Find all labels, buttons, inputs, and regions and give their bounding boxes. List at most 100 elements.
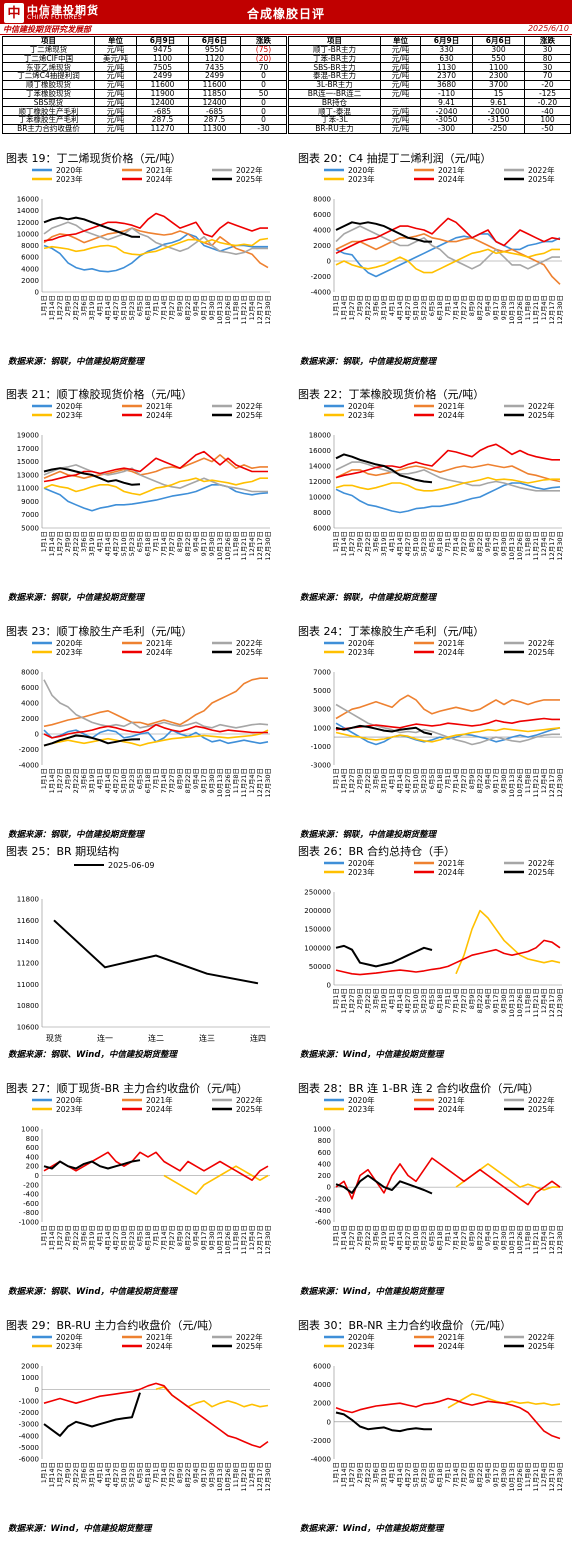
x-tick-label: 12月30日 xyxy=(264,1462,272,1492)
x-tick-label: 9月17日 xyxy=(492,1225,500,1250)
y-tick-label: 250000 xyxy=(304,889,331,897)
table-cell: 70 xyxy=(524,71,571,81)
x-tick-label: 8月22日 xyxy=(184,1225,192,1250)
x-tick-label: 8月22日 xyxy=(476,1462,484,1487)
x-tick-label: 6月5日 xyxy=(136,768,144,789)
series-line-2023 xyxy=(335,248,560,274)
chart-source: 数据来源：Wind，中信建投期货整理 xyxy=(300,1524,444,1534)
x-tick-label: 8月9日 xyxy=(468,1225,476,1246)
table-cell: 元/吨 xyxy=(94,79,137,90)
legend-label: 2021年 xyxy=(438,1095,465,1105)
x-tick-label: 2月9日 xyxy=(64,1225,72,1246)
legend-label: 2024年 xyxy=(146,174,173,184)
series-line-2025 xyxy=(335,1174,433,1195)
y-tick-label: 400 xyxy=(26,1153,39,1161)
legend-label: 2020年 xyxy=(56,1095,83,1105)
x-tick-label: 4月14日 xyxy=(104,1462,112,1487)
table-cell: 元/吨 xyxy=(94,123,137,134)
series-line-2020 xyxy=(335,482,561,514)
x-tick-label: 8月22日 xyxy=(476,1225,484,1250)
x-tick-label: 5月23日 xyxy=(420,295,428,320)
x-tick-label: 9月17日 xyxy=(492,531,500,556)
x-tick-label: 6月18日 xyxy=(436,1225,444,1250)
y-tick-label: 0 xyxy=(35,731,39,739)
x-tick-label: 9月17日 xyxy=(200,1225,208,1250)
y-tick-label: 4000 xyxy=(21,700,39,708)
x-tick-label: 7月14日 xyxy=(160,1462,168,1487)
x-tick-label: 2月9日 xyxy=(356,1462,364,1483)
series-line-2024 xyxy=(335,939,561,976)
line-chart: 2025-06-09 10600 10800 11000 11200 11400 11600… xyxy=(17,861,270,1043)
x-tick-label: 11月21日 xyxy=(532,988,540,1018)
x-tick-label: 12月30日 xyxy=(556,295,564,325)
y-tick-label: 0 xyxy=(35,1172,39,1180)
line-chart: 2020年 2021年 2022年 2023年 2024年 2025年 -4000 -2000… xyxy=(19,638,272,798)
x-tick-label: 12月30日 xyxy=(556,768,564,798)
x-tick-label: 3月6日 xyxy=(80,1225,88,1246)
table-cell: 11850 xyxy=(188,88,241,99)
x-tick-label: 10月13日 xyxy=(508,295,516,325)
y-tick-label: -5000 xyxy=(19,1444,39,1452)
legend-label: 2023年 xyxy=(348,1104,375,1114)
table-cell: 元/吨 xyxy=(94,106,137,117)
chart-source: 数据来源：钢联、Wind，中信建投期货整理 xyxy=(8,1287,177,1297)
y-tick-label: 7000 xyxy=(21,511,39,519)
table-header-cell: 项目 xyxy=(288,36,381,46)
series-line xyxy=(53,919,259,985)
chart-caption: 图表 29：BR-RU 主力合约收盘价（元/吨） xyxy=(6,1319,220,1332)
table-cell: 2499 xyxy=(188,71,241,81)
x-tick-label: 2月9日 xyxy=(64,1462,72,1483)
y-tick-label: -200 xyxy=(315,1195,331,1203)
legend-label: 2025年 xyxy=(236,174,263,184)
x-tick-label: 7月1日 xyxy=(444,1225,452,1246)
x-tick-label: 8月22日 xyxy=(184,531,192,556)
x-tick-label: 12月4日 xyxy=(540,531,548,556)
y-tick-label: -400 xyxy=(23,1191,39,1199)
x-tick-label: 4月1日 xyxy=(388,768,396,789)
x-tick-label: 7月27日 xyxy=(168,768,176,793)
x-tick-label: 6月18日 xyxy=(144,531,152,556)
x-tick-label: 12月17日 xyxy=(256,531,264,561)
series-line-2023 xyxy=(447,1393,561,1409)
x-tick-label: 9月17日 xyxy=(492,295,500,320)
x-tick-label: 7月1日 xyxy=(444,988,452,1009)
chart-source: 数据来源：钢联，中信建投期货整理 xyxy=(300,357,437,367)
x-tick-label: 8月22日 xyxy=(184,1462,192,1487)
chart-source: 数据来源：钢联，中信建投期货整理 xyxy=(8,830,145,840)
x-tick-label: 6月5日 xyxy=(136,1225,144,1246)
report-title: 合成橡胶日评 xyxy=(246,7,325,21)
y-tick-label: 12000 xyxy=(309,478,331,486)
x-tick-label: 1月1日 xyxy=(40,1462,48,1483)
table-row: 顺丁橡胶现货 元/吨 11600 11600 0 xyxy=(2,79,287,90)
x-tick-label: 3月19日 xyxy=(380,1225,388,1250)
x-tick-label: 2月22日 xyxy=(72,1225,80,1250)
legend-label: 2020年 xyxy=(56,1332,83,1342)
table-cell: 元/吨 xyxy=(380,79,421,90)
x-tick-label: 1月27日 xyxy=(56,1462,64,1487)
series-line-2025 xyxy=(335,1411,432,1433)
x-tick-label: 10月13日 xyxy=(508,768,516,798)
x-tick-label: 9月4日 xyxy=(192,1225,200,1246)
table-cell: -2000 xyxy=(472,106,525,117)
legend-label: 2024年 xyxy=(146,647,173,657)
table-cell: 80 xyxy=(524,53,571,64)
table-cell: 元/吨 xyxy=(94,115,137,125)
table-cell: SBS-BR主力 xyxy=(288,62,381,73)
y-tick-label: 12000 xyxy=(17,219,39,227)
table-row: SBS-BR主力 元/吨 1130 1100 30 xyxy=(288,62,571,73)
x-tick-label: 12月30日 xyxy=(556,531,564,561)
x-tick-label: 12月17日 xyxy=(256,1462,264,1492)
legend-label: 2025年 xyxy=(528,410,555,420)
table-cell: 7435 xyxy=(188,62,241,73)
y-tick-label: 0 xyxy=(327,258,331,266)
y-tick-label: -2000 xyxy=(19,1409,39,1417)
table-cell: 330 xyxy=(420,44,473,55)
legend: 2020年 2021年 2022年 2023年 2024年 2025年 xyxy=(32,638,263,657)
x-tick-label: 5月23日 xyxy=(420,988,428,1013)
x-tick-label: 3月6日 xyxy=(372,295,380,316)
series-line-2024 xyxy=(43,723,268,739)
table-row: 丁二烯CIF中国 美元/吨 1100 1120 (20) xyxy=(2,53,287,64)
series-line-2025 xyxy=(43,1392,141,1437)
legend-label: 2024年 xyxy=(438,647,465,657)
y-tick-label: 1000 xyxy=(21,1374,39,1382)
